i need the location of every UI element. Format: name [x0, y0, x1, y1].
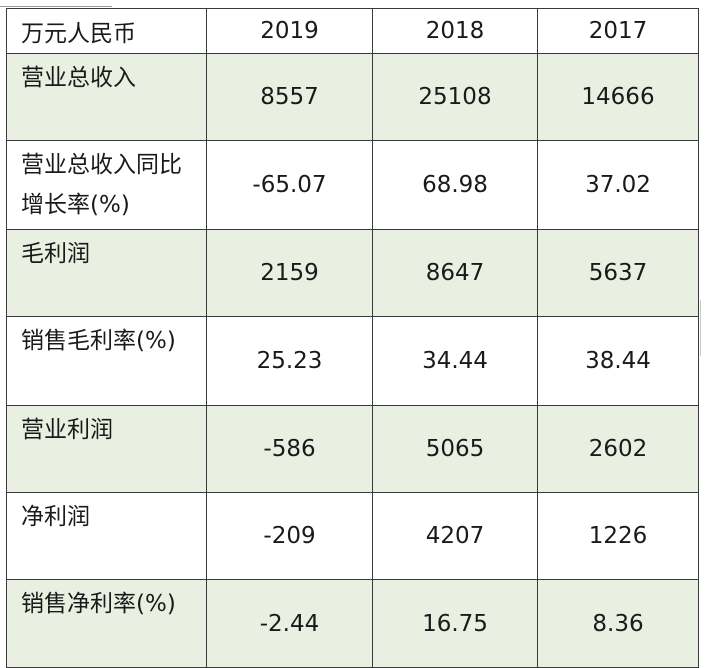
cell-2019: -2.44: [206, 579, 373, 668]
cell-2017: 2602: [537, 405, 699, 493]
row-label: 营业总收入: [6, 53, 207, 141]
row-label: 营业利润: [6, 405, 207, 493]
table-row: 销售毛利率(%) 25.23 34.44 38.44: [6, 316, 699, 406]
cell-2019: -209: [206, 492, 373, 580]
row-label: 销售毛利率(%): [6, 316, 207, 406]
financial-table-container: 万元人民币 2019 2018 2017 营业总收入 8557 25108 14…: [6, 8, 699, 668]
table-row: 销售净利率(%) -2.44 16.75 8.36: [6, 579, 699, 668]
header-year-2018: 2018: [372, 8, 538, 54]
cell-2019: -65.07: [206, 140, 373, 230]
cell-2018: 68.98: [372, 140, 538, 230]
cell-2017: 14666: [537, 53, 699, 141]
row-label: 净利润: [6, 492, 207, 580]
cell-2018: 25108: [372, 53, 538, 141]
table-header-row: 万元人民币 2019 2018 2017: [6, 8, 699, 54]
cell-2017: 5637: [537, 229, 699, 317]
cell-2018: 4207: [372, 492, 538, 580]
row-label: 毛利润: [6, 229, 207, 317]
table-row: 净利润 -209 4207 1226: [6, 492, 699, 580]
cell-2019: -586: [206, 405, 373, 493]
cell-2018: 34.44: [372, 316, 538, 406]
cell-2018: 5065: [372, 405, 538, 493]
cropped-edge-line-right: [700, 300, 705, 356]
cell-2019: 2159: [206, 229, 373, 317]
header-year-2019: 2019: [206, 8, 373, 54]
cropped-edge-line: [0, 0, 112, 7]
cell-2017: 37.02: [537, 140, 699, 230]
financial-summary-table: 万元人民币 2019 2018 2017 营业总收入 8557 25108 14…: [6, 8, 699, 668]
header-year-2017: 2017: [537, 8, 699, 54]
cell-2017: 8.36: [537, 579, 699, 668]
cell-2017: 38.44: [537, 316, 699, 406]
table-row: 营业利润 -586 5065 2602: [6, 405, 699, 493]
header-unit: 万元人民币: [6, 8, 207, 54]
table-row: 营业总收入 8557 25108 14666: [6, 53, 699, 141]
table-row: 毛利润 2159 8647 5637: [6, 229, 699, 317]
table-row: 营业总收入同比增长率(%) -65.07 68.98 37.02: [6, 140, 699, 230]
cell-2019: 25.23: [206, 316, 373, 406]
cell-2018: 8647: [372, 229, 538, 317]
cell-2017: 1226: [537, 492, 699, 580]
cell-2019: 8557: [206, 53, 373, 141]
row-label: 销售净利率(%): [6, 579, 207, 668]
cell-2018: 16.75: [372, 579, 538, 668]
row-label: 营业总收入同比增长率(%): [6, 140, 207, 230]
